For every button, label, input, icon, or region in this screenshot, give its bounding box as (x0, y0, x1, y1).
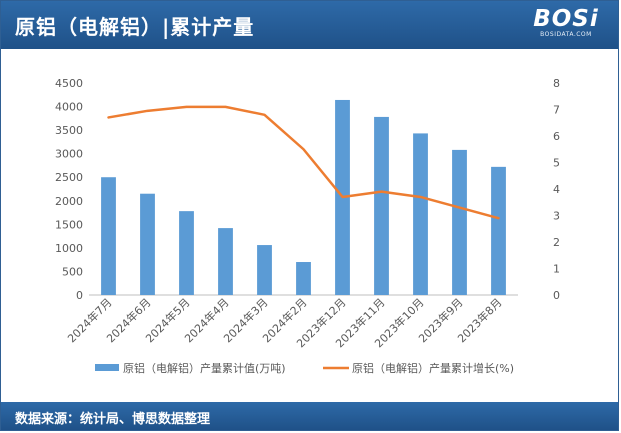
y-right-tick-label: 3 (553, 210, 560, 223)
y-left-tick-label: 0 (76, 289, 83, 302)
bar-2023年9月 (452, 149, 467, 295)
y-left-tick-label: 4500 (55, 77, 83, 90)
y-right-tick-label: 7 (553, 104, 560, 117)
y-left-tick-label: 500 (62, 265, 83, 278)
legend-bar-swatch (95, 364, 119, 371)
y-right-tick-label: 0 (553, 289, 560, 302)
bar-2024年5月 (179, 211, 194, 295)
y-right-tick-label: 1 (553, 263, 560, 276)
bosi-logo: BOSi BOSIDATA.COM (530, 7, 602, 41)
x-tick-labels: 2024年7月2024年6月2024年5月2024年4月2024年3月2024年… (64, 295, 504, 350)
legend-line-label: 原铝（电解铝）产量累计增长(%) (352, 361, 514, 375)
logo-subtext: BOSIDATA.COM (540, 31, 592, 38)
bar-2023年10月 (413, 133, 428, 295)
bar-2023年11月 (374, 116, 389, 295)
bar-2023年8月 (491, 166, 506, 295)
y-left-tick-label: 1000 (55, 242, 83, 255)
y-left-tick-label: 3000 (55, 148, 83, 161)
growth-line (107, 105, 500, 220)
bar-2024年7月 (101, 177, 116, 295)
bar-2024年4月 (218, 228, 233, 295)
y-left-tick-label: 4000 (55, 101, 83, 114)
bar-2024年2月 (296, 262, 311, 295)
y-right-tick-label: 6 (553, 130, 560, 143)
y-left-tick-label: 1500 (55, 218, 83, 231)
y-right-tick-label: 5 (553, 157, 560, 170)
y-left-tick-label: 3500 (55, 124, 83, 137)
data-source: 数据来源：统计局、博思数据整理 (15, 412, 211, 427)
y-right-tick-label: 4 (553, 183, 560, 196)
chart-axes: 0 500 1000 1500 2000 2500 3000 3500 4000 4500 0 1 2 3… (55, 77, 560, 302)
combo-chart: 0 500 1000 1500 2000 2500 3000 3500 4000 4500 0 1 2 3… (55, 77, 560, 375)
y-right-tick-label: 8 (553, 77, 560, 90)
y-right-tick-label: 2 (553, 236, 560, 249)
y-left-tick-label: 2000 (55, 195, 83, 208)
line-series (107, 105, 500, 220)
bar-series (101, 99, 506, 296)
chart-legend: 原铝（电解铝）产量累计值(万吨) 原铝（电解铝）产量累计增长(%) (95, 361, 514, 375)
logo-text: BOSi (533, 6, 599, 32)
header-bar: 原铝（电解铝）|累计产量 BOSi BOSIDATA.COM (1, 1, 618, 49)
footer-bar: 数据来源：统计局、博思数据整理 (1, 402, 618, 430)
bar-2024年6月 (140, 193, 155, 295)
legend-bar-label: 原铝（电解铝）产量累计值(万吨) (123, 361, 286, 375)
y-left-tick-label: 2500 (55, 171, 83, 184)
bar-2024年3月 (257, 245, 272, 295)
page-title: 原铝（电解铝）|累计产量 (15, 15, 255, 39)
